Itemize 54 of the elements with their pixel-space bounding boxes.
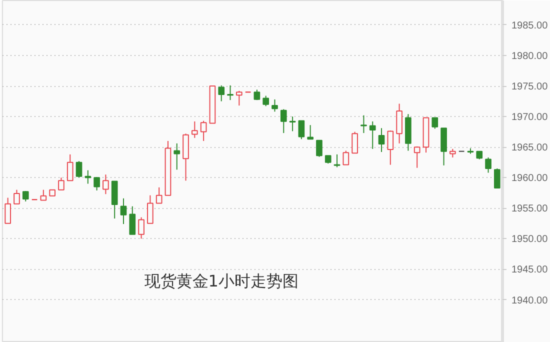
- candlestick: [84, 170, 92, 184]
- y-tick-label: 1970.00: [512, 112, 548, 124]
- candlestick: [76, 160, 82, 178]
- candlestick: [147, 194, 154, 224]
- candlestick: [156, 186, 162, 204]
- candlestick: [4, 197, 12, 224]
- candlestick: [182, 133, 189, 182]
- candlestick: [307, 124, 314, 140]
- candlestick: [298, 120, 305, 140]
- candlestick: [94, 176, 100, 191]
- candlestick: [138, 216, 144, 240]
- candlestick: [360, 114, 367, 134]
- candlestick: [378, 128, 385, 152]
- y-tick-label: 1980.00: [512, 50, 548, 62]
- candlestick: [14, 189, 20, 204]
- candlestick: [227, 84, 234, 101]
- y-tick-label: 1975.00: [512, 82, 548, 92]
- candlestick: [485, 156, 492, 174]
- candlestick: [334, 154, 340, 168]
- y-tick-label: 1985.00: [512, 20, 548, 32]
- candlestick: [432, 117, 438, 130]
- candlestick: [129, 206, 136, 235]
- candlestick: [342, 150, 350, 166]
- y-tick-label: 1945.00: [512, 264, 548, 276]
- candlestick: [174, 142, 180, 170]
- y-tick-label: 1960.00: [512, 173, 548, 184]
- candlestick: [316, 140, 322, 158]
- candlestick: [40, 189, 47, 201]
- candlestick: [120, 198, 127, 225]
- candlestick: [440, 128, 447, 166]
- candlestick: [494, 168, 500, 188]
- candlestick: [352, 131, 358, 154]
- candlestick: [200, 120, 207, 142]
- candlestick: [22, 190, 29, 202]
- candlestick: [262, 95, 270, 107]
- y-tick-label: 1950.00: [512, 234, 548, 246]
- text: 现货黄金1小时走势图: [144, 272, 298, 290]
- y-tick-label: 1940.00: [512, 295, 548, 306]
- candlestick: [218, 84, 225, 102]
- candlestick: [414, 146, 420, 168]
- y-tick-label: 1955.00: [512, 204, 548, 215]
- candlestick: [369, 120, 376, 150]
- candlestick: [111, 180, 118, 220]
- y-tick-label: 1965.00: [512, 142, 548, 154]
- candlestick: [192, 120, 198, 138]
- candlestick: [102, 174, 109, 195]
- candlestick: [236, 90, 242, 106]
- candlestick: [387, 130, 394, 166]
- candlestick: [289, 116, 296, 132]
- candlestick: [58, 177, 64, 190]
- candlestick: [66, 154, 74, 182]
- candlestick: [396, 103, 402, 144]
- candlestick: [272, 98, 278, 112]
- candlestick: [280, 108, 287, 134]
